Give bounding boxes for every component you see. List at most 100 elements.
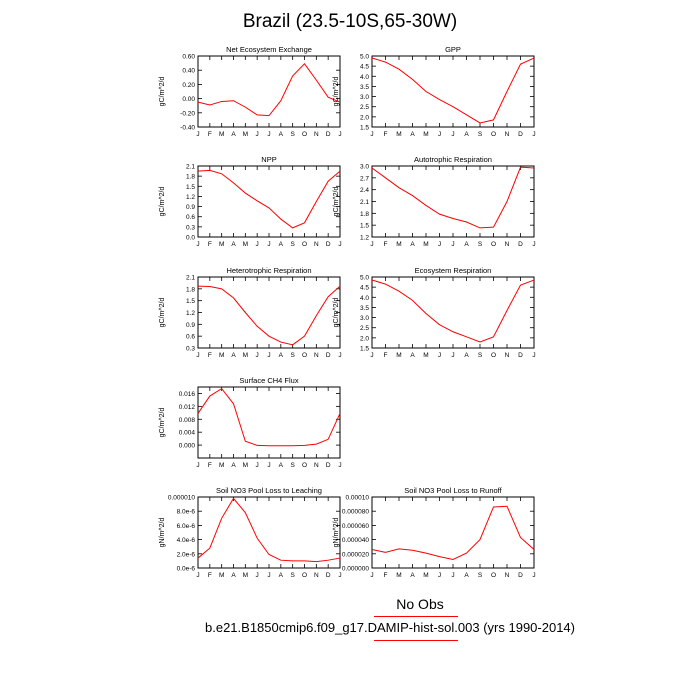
y-tick-label: 4.5 xyxy=(360,285,369,292)
x-tick-label: O xyxy=(302,352,307,359)
x-tick-label: J xyxy=(196,462,199,469)
y-tick-label: 4.5 xyxy=(360,64,369,71)
x-tick-label: S xyxy=(290,572,295,579)
y-tick-label: 4.0e-6 xyxy=(177,537,196,544)
panel-title: NPP xyxy=(261,155,276,164)
x-tick-label: M xyxy=(396,241,401,248)
x-tick-label: F xyxy=(208,352,212,359)
y-tick-label: 0.00010 xyxy=(346,495,370,502)
panel-title: Soil NO3 Pool Loss to Runoff xyxy=(404,486,502,495)
y-tick-label: 0.40 xyxy=(182,68,195,75)
x-tick-label: N xyxy=(314,352,319,359)
x-tick-label: A xyxy=(279,131,284,138)
x-tick-label: J xyxy=(451,241,454,248)
x-tick-label: S xyxy=(290,462,295,469)
y-axis-label: gN/m^2/d xyxy=(159,518,166,548)
x-tick-label: A xyxy=(464,572,469,579)
x-tick-label: M xyxy=(423,352,428,359)
panel-title: Soil NO3 Pool Loss to Leaching xyxy=(216,486,322,495)
x-tick-label: A xyxy=(464,352,469,359)
x-tick-label: J xyxy=(438,572,441,579)
y-tick-label: 0.000000 xyxy=(342,566,369,573)
x-tick-label: J xyxy=(267,241,270,248)
y-tick-label: 1.2 xyxy=(186,194,195,201)
y-tick-label: 2.5 xyxy=(360,325,369,332)
x-tick-label: N xyxy=(314,462,319,469)
y-tick-label: 8.0e-6 xyxy=(177,509,196,516)
case-label: b.e21.B1850cmip6.f09_g17.DAMIP-hist-sol.… xyxy=(205,620,575,635)
x-tick-label: A xyxy=(279,572,284,579)
y-axis-label: gC/m^2/d xyxy=(333,187,340,217)
x-tick-label: M xyxy=(423,572,428,579)
y-tick-label: 0.000010 xyxy=(168,495,195,502)
y-tick-label: 1.5 xyxy=(360,346,369,353)
series-line xyxy=(371,279,535,343)
y-tick-label: 0.9 xyxy=(186,204,195,211)
y-tick-label: 1.8 xyxy=(186,174,195,181)
x-tick-label: M xyxy=(219,131,224,138)
y-tick-label: 0.3 xyxy=(186,224,195,231)
x-tick-label: A xyxy=(410,131,415,138)
x-tick-label: A xyxy=(279,241,284,248)
panel-1: Net Ecosystem Exchange gC/m^2/d -0.40 -0.20… xyxy=(159,45,342,138)
y-tick-label: 5.0 xyxy=(360,54,369,61)
x-tick-label: J xyxy=(532,131,535,138)
y-tick-label: 0.0 xyxy=(186,235,195,242)
y-tick-label: 0.3 xyxy=(186,346,195,353)
x-tick-label: A xyxy=(410,352,415,359)
x-tick-label: A xyxy=(231,462,236,469)
y-tick-label: 1.2 xyxy=(360,235,369,242)
x-tick-label: F xyxy=(384,352,388,359)
y-tick-label: 2.7 xyxy=(360,175,369,182)
x-tick-label: A xyxy=(231,241,236,248)
x-tick-label: D xyxy=(518,241,523,248)
x-tick-label: J xyxy=(370,131,373,138)
y-tick-label: 1.8 xyxy=(360,211,369,218)
x-tick-label: D xyxy=(326,352,331,359)
x-tick-label: N xyxy=(314,572,319,579)
y-tick-label: 2.0e-6 xyxy=(177,551,196,558)
case-underline xyxy=(374,640,458,641)
x-tick-label: F xyxy=(384,131,388,138)
y-tick-label: 0.004 xyxy=(179,430,196,437)
y-axis-label: gC/m^2/d xyxy=(333,298,340,328)
x-tick-label: J xyxy=(451,352,454,359)
x-tick-label: O xyxy=(491,572,496,579)
x-tick-label: J xyxy=(338,352,341,359)
y-tick-label: -0.20 xyxy=(180,110,195,117)
x-tick-label: M xyxy=(396,352,401,359)
panel-title: GPP xyxy=(445,45,461,54)
series-line xyxy=(197,497,341,563)
x-tick-label: A xyxy=(410,572,415,579)
x-tick-label: J xyxy=(370,352,373,359)
y-tick-label: 0.008 xyxy=(179,417,196,424)
x-tick-label: J xyxy=(338,462,341,469)
y-tick-label: 3.5 xyxy=(360,305,369,312)
x-tick-label: J xyxy=(256,462,259,469)
x-tick-label: M xyxy=(243,462,248,469)
x-tick-label: M xyxy=(243,352,248,359)
panel-7: Surface CH4 Flux gC/m^2/d 0.000 0.004 0.008 0… xyxy=(159,376,342,469)
x-tick-label: F xyxy=(208,462,212,469)
x-tick-label: N xyxy=(505,131,510,138)
plot-frame xyxy=(371,55,535,128)
y-tick-label: 1.8 xyxy=(186,286,195,293)
series-line xyxy=(371,505,535,561)
panel-2: GPP gC/m^2/d 1.5 2.0 2.5 3.0 3.5 4.0 4.5 5.0 J F M A M… xyxy=(333,45,536,138)
x-tick-label: S xyxy=(478,131,483,138)
plot-frame xyxy=(197,55,341,128)
x-tick-label: S xyxy=(290,352,295,359)
x-tick-label: S xyxy=(478,352,483,359)
x-tick-label: J xyxy=(338,131,341,138)
x-tick-label: M xyxy=(396,131,401,138)
panel-title: Net Ecosystem Exchange xyxy=(226,45,312,54)
y-tick-label: 0.20 xyxy=(182,82,195,89)
x-tick-label: S xyxy=(478,241,483,248)
x-tick-label: A xyxy=(410,241,415,248)
y-tick-label: 2.0 xyxy=(360,335,369,342)
series-line xyxy=(197,285,341,346)
x-tick-label: A xyxy=(231,352,236,359)
x-tick-label: J xyxy=(196,241,199,248)
